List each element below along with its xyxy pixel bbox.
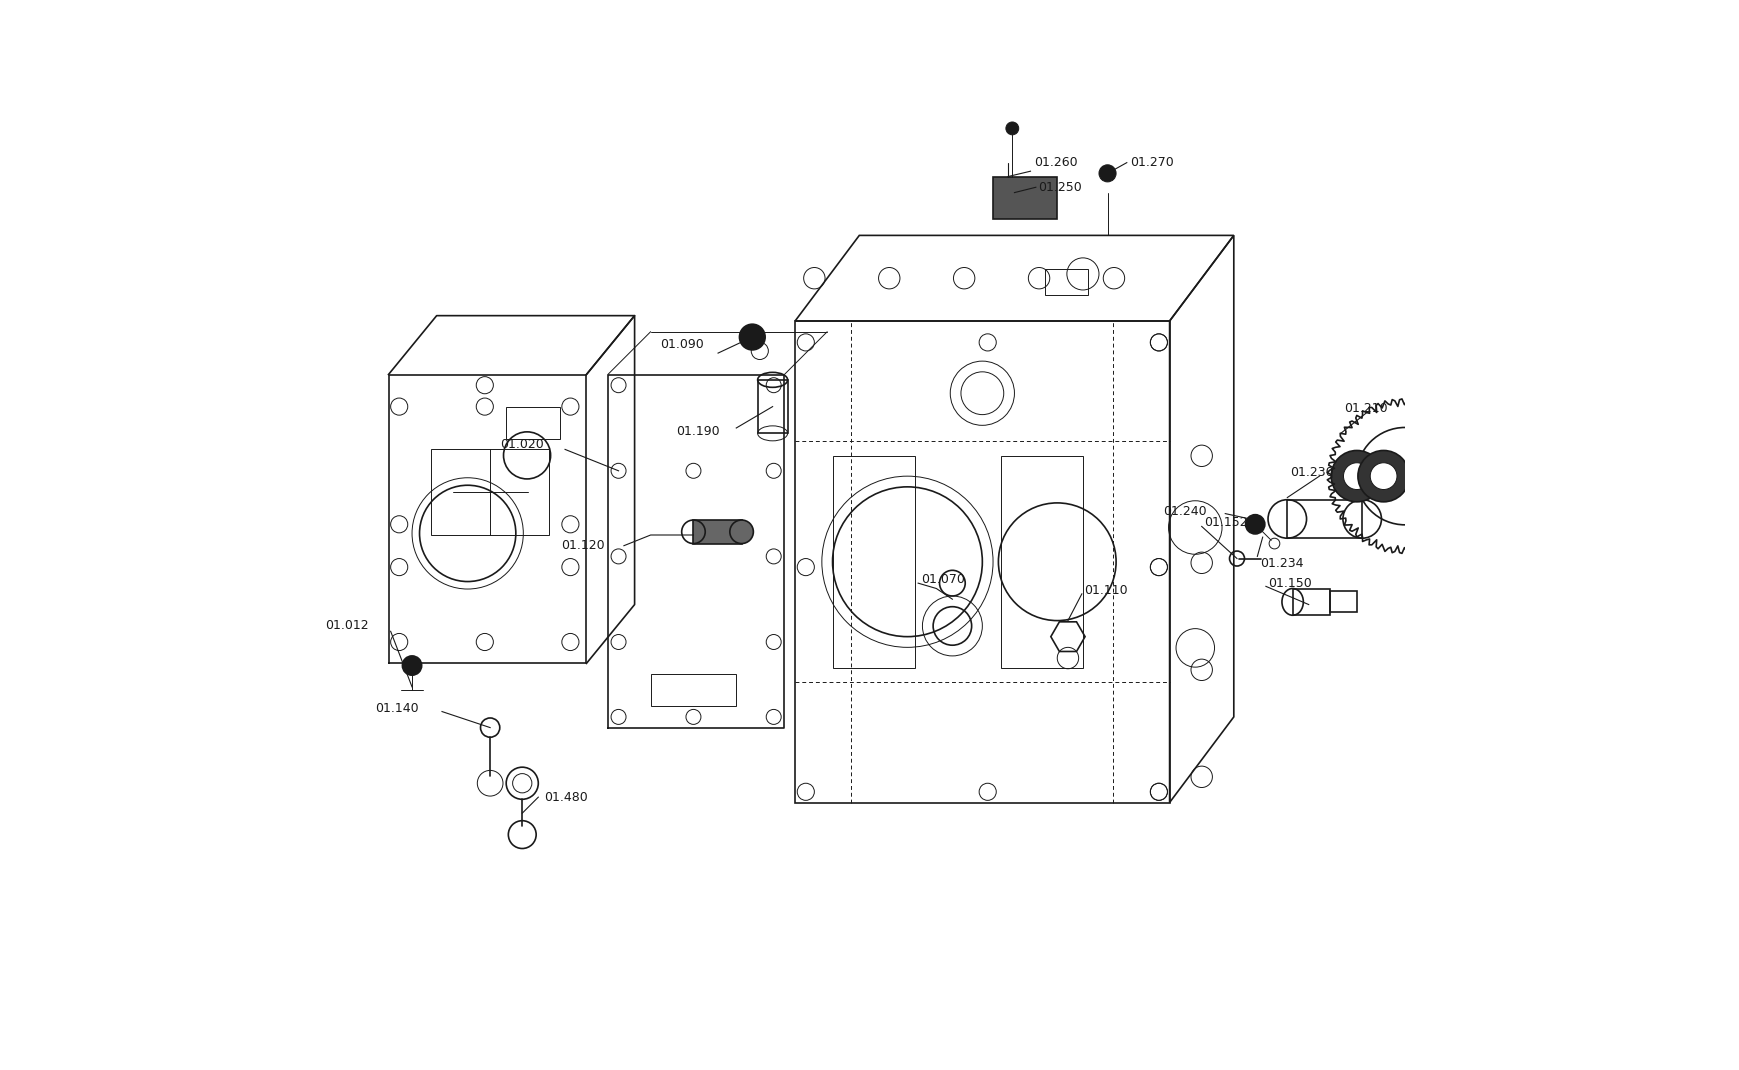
Polygon shape <box>993 177 1057 219</box>
Circle shape <box>1099 165 1115 182</box>
Bar <box>756 380 788 433</box>
Ellipse shape <box>1356 450 1409 502</box>
Text: 01.070: 01.070 <box>922 574 965 586</box>
Text: 01.240: 01.240 <box>1163 505 1207 518</box>
Ellipse shape <box>729 520 753 544</box>
Text: 01.020: 01.020 <box>499 438 543 450</box>
Bar <box>1287 500 1362 538</box>
Circle shape <box>1005 122 1017 135</box>
Text: 01.480: 01.480 <box>543 791 588 804</box>
Circle shape <box>1245 515 1264 534</box>
Bar <box>1292 588 1329 615</box>
Ellipse shape <box>1369 463 1396 490</box>
Bar <box>431 449 550 535</box>
Text: 01.152: 01.152 <box>1203 516 1247 529</box>
Text: 01.210: 01.210 <box>1343 402 1386 415</box>
Ellipse shape <box>1343 463 1369 490</box>
Bar <box>506 407 560 439</box>
Text: 01.250: 01.250 <box>1038 181 1082 194</box>
Text: 01.234: 01.234 <box>1259 557 1303 570</box>
Bar <box>694 520 741 544</box>
Circle shape <box>402 656 421 675</box>
Text: 01.012: 01.012 <box>325 620 369 632</box>
Bar <box>650 674 736 706</box>
Bar <box>831 456 915 668</box>
Text: 01.110: 01.110 <box>1083 584 1127 597</box>
Bar <box>1000 456 1083 668</box>
Text: 01.190: 01.190 <box>676 425 720 438</box>
Text: 01.270: 01.270 <box>1129 156 1174 169</box>
Text: 01.090: 01.090 <box>661 338 704 351</box>
Text: 01.150: 01.150 <box>1268 577 1311 590</box>
Text: 01.120: 01.120 <box>560 539 603 552</box>
Ellipse shape <box>1330 450 1383 502</box>
Text: 01.260: 01.260 <box>1033 156 1076 169</box>
Circle shape <box>739 324 765 350</box>
Text: 01.140: 01.140 <box>374 702 417 715</box>
Bar <box>1329 591 1356 612</box>
Text: 01.230: 01.230 <box>1290 467 1334 479</box>
Bar <box>1045 269 1087 295</box>
